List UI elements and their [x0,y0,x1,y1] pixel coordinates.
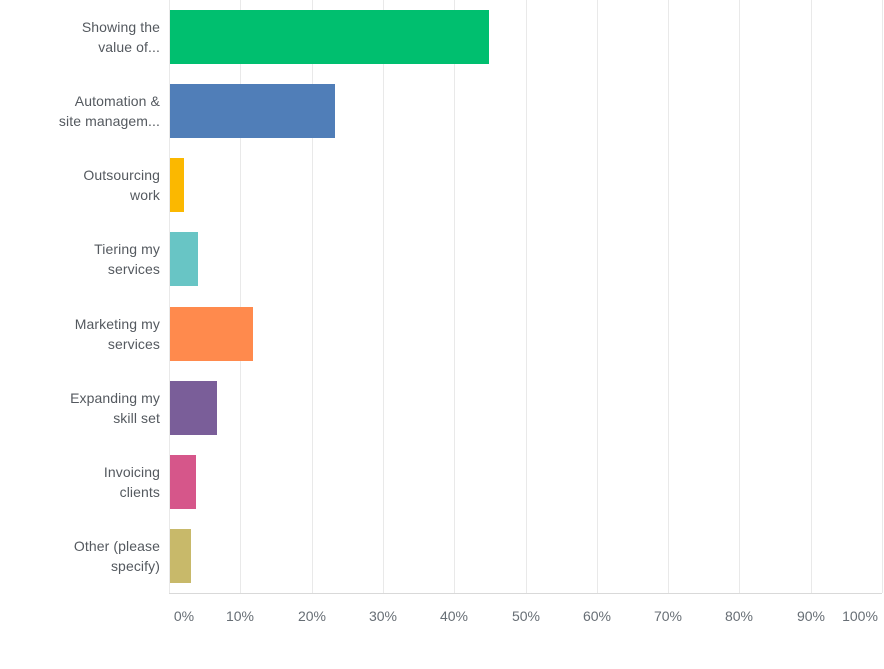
gridline [597,0,598,593]
x-tick-label: 50% [511,608,541,624]
x-tick-label: 0% [173,608,195,624]
x-tick-label: 10% [225,608,255,624]
bar-row: Invoicing clients [0,445,884,519]
bar[interactable] [170,10,489,65]
bar[interactable] [170,380,218,435]
gridline [312,0,313,593]
bar-row: Automation & site managem... [0,74,884,148]
gridline [882,0,883,593]
bar-row: Marketing my services [0,297,884,371]
x-tick-label: 30% [368,608,398,624]
bar[interactable] [170,84,335,139]
x-tick-label: 60% [582,608,612,624]
bar-rows: Showing the value of... Automation & site m… [0,0,884,593]
category-label-line: services [107,261,160,278]
category-label: Marketing my services [0,314,160,354]
category-label: Outsourcing work [0,165,160,205]
category-label: Expanding my skill set [0,388,160,428]
x-tick-label: 20% [297,608,327,624]
bar-row: Tiering my services [0,222,884,296]
gridline [383,0,384,593]
category-label: Showing the value of... [0,17,160,57]
category-label-line: Tiering my [94,241,160,258]
category-label: Other (please specify) [0,536,160,576]
x-tick-label: 70% [653,608,683,624]
category-label-line: specify) [110,557,160,574]
category-label-line: Showing the [81,19,160,36]
x-tick-label: 90% [796,608,826,624]
category-label-line: site managem... [58,113,160,130]
category-label-line: Other (please [73,537,160,554]
gridline [240,0,241,593]
gridline [811,0,812,593]
category-label-line: Outsourcing [83,167,160,184]
category-label-line: Automation & [74,93,160,110]
category-label-line: Marketing my [74,315,160,332]
category-label-line: work [130,187,160,204]
x-tick-label: 100% [842,608,878,624]
category-label: Automation & site managem... [0,91,160,131]
plot-area [169,0,883,594]
bar-row: Expanding my skill set [0,371,884,445]
gridline [739,0,740,593]
bar[interactable] [170,158,185,213]
category-label-line: clients [119,483,160,500]
category-label-line: services [107,335,160,352]
category-label-line: Expanding my [70,389,160,406]
category-label-line: Invoicing [103,463,160,480]
bar[interactable] [170,528,192,583]
gridline [526,0,527,593]
gridline [668,0,669,593]
category-label-line: skill set [113,409,160,426]
gridline [169,0,170,593]
bar[interactable] [170,454,196,509]
bar-row: Showing the value of... [0,0,884,74]
category-label: Invoicing clients [0,462,160,502]
category-label: Tiering my services [0,239,160,279]
bar[interactable] [170,306,254,361]
bar-row: Other (please specify) [0,519,884,593]
bar[interactable] [170,232,198,287]
gridline [454,0,455,593]
bar-row: Outsourcing work [0,148,884,222]
category-label-line: value of... [98,39,160,56]
x-axis-tick-labels: 0% 10% 20% 30% 40% 50% 60% 70% 80% 90% 100% [0,606,884,630]
x-tick-label: 40% [439,608,469,624]
x-tick-label: 80% [724,608,754,624]
